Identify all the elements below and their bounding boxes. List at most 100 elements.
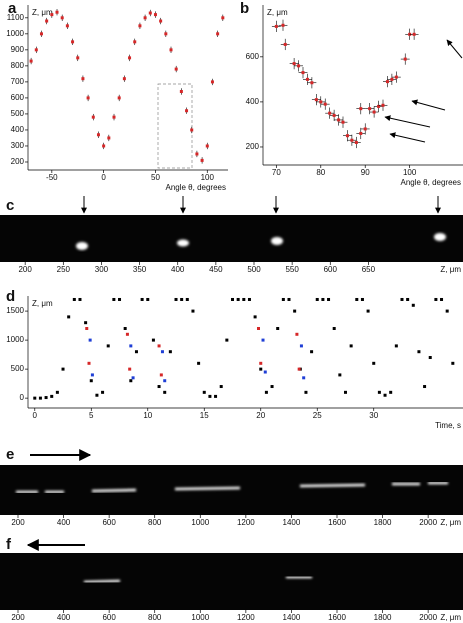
point — [65, 24, 69, 28]
point — [403, 57, 407, 61]
point — [131, 376, 135, 380]
panel-letter: e — [6, 446, 14, 463]
point — [366, 309, 370, 313]
point — [332, 326, 336, 330]
point — [406, 297, 410, 301]
point — [359, 107, 363, 111]
point — [164, 32, 168, 36]
point — [55, 10, 59, 14]
point — [112, 297, 116, 301]
point — [360, 297, 364, 301]
point — [274, 24, 278, 28]
point — [85, 326, 89, 330]
x-tick-label: 1800 — [374, 518, 392, 527]
point — [372, 110, 376, 114]
x-tick-label: 800 — [148, 518, 162, 527]
x-tick-label: 1600 — [328, 518, 346, 527]
point — [259, 367, 263, 371]
point — [138, 24, 142, 28]
point — [86, 96, 90, 100]
point — [163, 390, 167, 394]
point — [281, 23, 285, 27]
point — [219, 385, 223, 389]
y-tick-label: 200 — [11, 157, 25, 166]
point — [208, 394, 212, 398]
x-tick-label: 100 — [201, 173, 215, 182]
x-tick-label: 100 — [403, 168, 417, 177]
point — [33, 396, 37, 400]
x-tick-label: 200 — [11, 613, 25, 622]
point — [383, 393, 387, 397]
point — [305, 77, 309, 81]
point — [78, 297, 82, 301]
x-tick-label: 1600 — [328, 613, 346, 622]
point — [247, 297, 251, 301]
y-tick-label: 600 — [11, 93, 25, 102]
panel-letter: f — [6, 536, 12, 553]
point — [50, 394, 54, 398]
point — [304, 390, 308, 394]
y-tick-label: 600 — [246, 52, 260, 61]
point — [310, 350, 314, 354]
point — [129, 344, 133, 348]
point — [434, 297, 438, 301]
point — [191, 309, 195, 313]
point — [143, 16, 147, 20]
x-tick-label: 20 — [256, 411, 265, 420]
point — [423, 385, 427, 389]
point — [295, 332, 299, 336]
point — [134, 350, 138, 354]
region-box — [157, 83, 193, 169]
point — [319, 100, 323, 104]
y-tick-label: 500 — [11, 109, 25, 118]
x-tick-label: 300 — [95, 265, 109, 274]
y-axis-label: Z, μm — [267, 8, 288, 17]
blobs-c — [76, 233, 446, 250]
y-axis-label: Z, μm — [32, 299, 53, 308]
point — [236, 297, 240, 301]
point — [160, 350, 164, 354]
point — [389, 390, 393, 394]
point — [67, 315, 71, 319]
point — [359, 131, 363, 135]
x-tick-label: 0 — [101, 173, 106, 182]
x-tick-label: 550 — [285, 265, 299, 274]
x-tick-label: 2000 — [419, 518, 437, 527]
image-c — [0, 215, 463, 262]
point — [332, 113, 336, 117]
x-tick-label: 10 — [143, 411, 152, 420]
point — [321, 297, 325, 301]
point — [264, 390, 268, 394]
point — [385, 80, 389, 84]
point — [377, 104, 381, 108]
point — [302, 376, 306, 380]
x-tick-label: 80 — [316, 168, 325, 177]
x-tick-label: 25 — [313, 411, 322, 420]
point — [259, 361, 263, 365]
x-axis-label: Z, μm — [440, 613, 461, 622]
point — [428, 356, 432, 360]
point — [122, 77, 126, 81]
point — [412, 32, 416, 36]
arrows-c — [81, 196, 441, 214]
point — [95, 393, 99, 397]
streaks-f — [83, 575, 312, 584]
point — [349, 344, 353, 348]
point — [377, 390, 381, 394]
point — [148, 11, 152, 15]
point — [202, 390, 206, 394]
point — [451, 361, 455, 365]
point — [169, 48, 173, 52]
point — [341, 120, 345, 124]
point — [394, 344, 398, 348]
point — [163, 379, 167, 383]
point — [159, 19, 163, 23]
x-axis-label: Z, μm — [440, 518, 461, 527]
x-tick-label: 50 — [151, 173, 160, 182]
point — [337, 118, 341, 122]
point — [101, 390, 105, 394]
point — [354, 140, 358, 144]
point — [128, 56, 132, 60]
point — [221, 16, 225, 20]
streaks-e — [16, 481, 448, 494]
